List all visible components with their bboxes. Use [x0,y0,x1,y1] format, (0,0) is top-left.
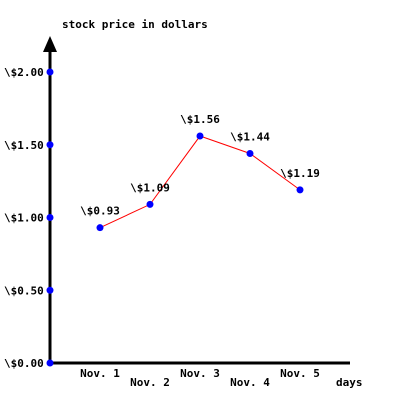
series-point-group [96,132,304,232]
y-tick-label: \$2.00 [4,66,44,79]
chart-title: stock price in dollars [62,18,208,31]
y-tick-label: \$1.50 [4,139,44,152]
y-axis-arrow [43,36,57,52]
y-tick-label: \$0.00 [4,357,44,370]
y-tick-label: \$0.50 [4,284,44,297]
data-point [146,200,154,208]
data-point [96,224,104,232]
data-point [246,149,254,157]
y-tick-marker [46,141,54,149]
x-tick-label: Nov. 1 [80,367,120,380]
data-label: \$1.44 [230,130,270,143]
y-tick-marker [46,286,54,294]
data-label: \$1.19 [280,167,320,180]
y-tick-group: \$0.00 \$0.50 \$1.00 \$1.50 \$2.00 [4,66,54,370]
x-tick-label: Nov. 5 [280,367,320,380]
y-tick-marker [46,214,54,221]
data-point [296,186,304,194]
x-tick-label: Nov. 4 [230,376,270,389]
x-axis-label: days [336,376,363,389]
data-point [196,132,204,140]
data-label: \$1.56 [180,113,220,126]
data-label: \$1.09 [130,181,170,194]
x-tick-group: Nov. 1 Nov. 2 Nov. 3 Nov. 4 Nov. 5 [80,367,320,389]
x-tick-label: Nov. 2 [130,376,170,389]
data-label: \$0.93 [80,205,120,218]
x-tick-label: Nov. 3 [180,367,220,380]
y-tick-marker [46,359,54,367]
data-label-group: \$0.93 \$1.09 \$1.56 \$1.44 \$1.19 [80,113,320,218]
y-tick-label: \$1.00 [4,212,44,225]
y-tick-marker [46,68,54,76]
